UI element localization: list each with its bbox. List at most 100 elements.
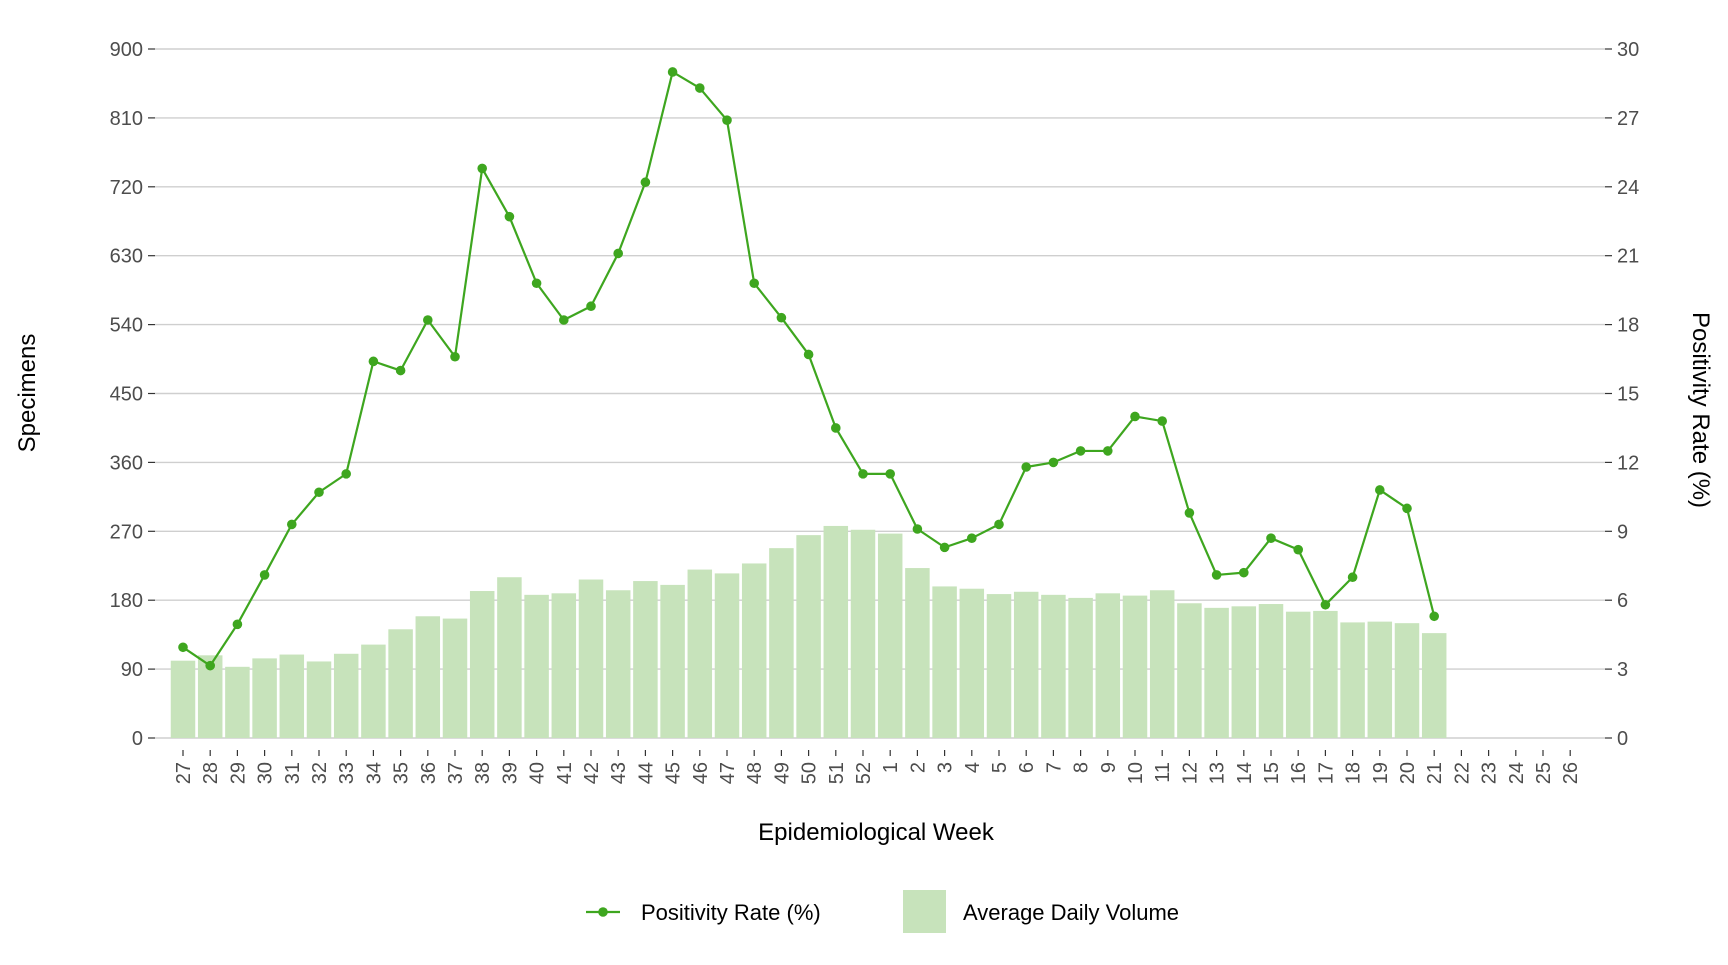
x-tick-label-week-49: 49: [771, 762, 793, 784]
x-tick-label-week-7: 7: [1043, 762, 1065, 773]
x-tick-label-week-30: 30: [255, 762, 277, 784]
x-tick-label-week-27: 27: [173, 762, 195, 784]
x-tick-label-week-9: 9: [1098, 762, 1120, 773]
point-week-29: [232, 619, 243, 630]
point-week-41: [559, 315, 569, 325]
point-week-37: [450, 351, 460, 362]
bar-week-21: [1421, 633, 1447, 738]
x-tick-label-week-46: 46: [690, 762, 712, 784]
x-tick-label-week-34: 34: [363, 762, 385, 784]
point-week-30: [259, 570, 270, 580]
x-axis: 27 28 29 30 31 32 33 34 35 36 37 38 39 40 41 42 43 44 45 46…: [173, 750, 1582, 784]
x-tick-label-week-16: 16: [1288, 762, 1310, 784]
point-week-10: [1130, 411, 1140, 422]
x-tick-label-week-13: 13: [1207, 762, 1229, 784]
point-week-32: [314, 487, 324, 498]
point-week-39: [504, 211, 515, 222]
point-week-44: [640, 177, 651, 188]
point-week-8: [1075, 446, 1086, 456]
bar-week-48: [741, 563, 767, 738]
bar-week-7: [1041, 594, 1066, 738]
bar-week-11: [1149, 590, 1175, 738]
bar-week-12: [1177, 603, 1202, 738]
bar-week-39: [497, 577, 522, 738]
bar-week-2: [905, 568, 930, 738]
left-tick-label-720: 720: [110, 177, 143, 199]
right-axis-title: Positivity Rate (%): [1687, 312, 1714, 508]
right-tick-label-24: 24: [1617, 177, 1639, 199]
right-tick-label-12: 12: [1617, 452, 1639, 474]
point-week-4: [967, 533, 977, 543]
bar-week-30: [252, 658, 277, 738]
point-week-15: [1266, 533, 1276, 543]
right-tick-label-3: 3: [1617, 659, 1628, 681]
x-axis-title: Epidemiological Week: [758, 819, 995, 846]
x-tick-label-week-42: 42: [581, 762, 603, 784]
x-tick-label-week-38: 38: [472, 762, 494, 784]
bar-week-34: [361, 644, 386, 738]
point-week-28: [205, 660, 215, 671]
point-week-9: [1103, 446, 1113, 456]
left-tick-label-630: 630: [110, 246, 143, 268]
point-week-46: [695, 83, 705, 93]
point-week-6: [1021, 462, 1031, 472]
x-tick-label-week-48: 48: [744, 762, 766, 784]
point-week-34: [368, 356, 379, 367]
x-tick-label-week-31: 31: [282, 762, 304, 784]
point-week-18: [1347, 572, 1358, 583]
x-tick-label-week-14: 14: [1234, 762, 1256, 784]
point-week-27: [178, 642, 188, 653]
x-tick-label-week-35: 35: [391, 762, 413, 784]
bar-week-10: [1122, 595, 1148, 738]
x-tick-label-week-28: 28: [200, 762, 222, 784]
legend-item-average-daily-volume: Average Daily Volume: [903, 890, 1179, 933]
bar-week-13: [1204, 607, 1229, 738]
bar-week-17: [1313, 610, 1338, 738]
point-week-36: [423, 315, 433, 325]
left-tick-label-180: 180: [110, 590, 143, 612]
x-tick-label-week-3: 3: [935, 762, 957, 773]
x-tick-label-week-23: 23: [1479, 762, 1501, 784]
point-week-40: [531, 278, 542, 289]
legend-label-positivity-rate: Positivity Rate (%): [641, 900, 821, 925]
x-tick-label-week-29: 29: [227, 762, 249, 784]
line-series-positivity-rate: [178, 67, 1439, 671]
point-week-47: [722, 115, 732, 125]
x-tick-label-week-50: 50: [799, 762, 821, 784]
point-week-7: [1048, 457, 1059, 468]
bar-week-42: [578, 579, 604, 738]
point-week-13: [1211, 570, 1222, 580]
bar-series-average-daily-volume: [170, 525, 1447, 738]
point-week-3: [939, 542, 950, 553]
bar-week-16: [1285, 611, 1311, 738]
x-tick-label-week-6: 6: [1016, 762, 1038, 773]
x-tick-label-week-44: 44: [635, 762, 657, 784]
point-week-17: [1320, 599, 1331, 610]
x-tick-label-week-37: 37: [445, 762, 467, 784]
bar-week-50: [796, 535, 821, 738]
point-week-1: [885, 469, 895, 479]
x-tick-label-week-32: 32: [309, 762, 331, 784]
point-week-5: [994, 519, 1004, 530]
point-week-33: [341, 469, 352, 479]
point-week-45: [667, 67, 678, 77]
point-week-19: [1375, 485, 1385, 495]
left-tick-label-810: 810: [110, 108, 143, 130]
x-tick-label-week-21: 21: [1424, 762, 1446, 784]
legend-item-positivity-rate: Positivity Rate (%): [586, 900, 821, 925]
x-tick-label-week-2: 2: [907, 762, 929, 773]
x-tick-label-week-47: 47: [717, 762, 739, 784]
point-week-52: [858, 469, 868, 479]
bar-week-51: [823, 525, 849, 738]
point-week-20: [1402, 503, 1412, 514]
bar-week-47: [714, 573, 740, 738]
right-tick-label-27: 27: [1617, 108, 1639, 130]
right-tick-label-9: 9: [1617, 521, 1628, 543]
right-tick-label-18: 18: [1617, 315, 1639, 337]
bar-week-31: [279, 654, 305, 738]
bar-week-14: [1231, 606, 1257, 738]
x-tick-label-week-43: 43: [608, 762, 630, 784]
x-tick-label-week-18: 18: [1343, 762, 1365, 784]
bar-week-9: [1095, 593, 1121, 738]
